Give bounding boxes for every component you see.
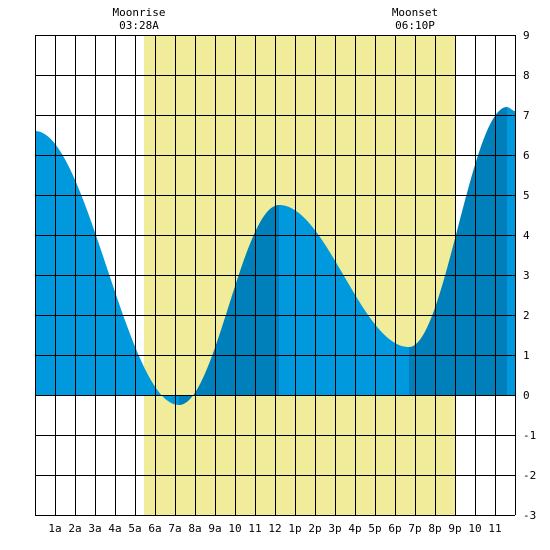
x-tick-label: 11 <box>248 522 261 535</box>
x-tick-label: 6p <box>388 522 401 535</box>
x-tick-label: 5p <box>368 522 381 535</box>
x-tick-label: 3p <box>328 522 341 535</box>
x-tick-label: 1p <box>288 522 301 535</box>
x-tick-label: 8p <box>428 522 441 535</box>
x-tick-label: 2a <box>68 522 81 535</box>
x-tick-label: 4p <box>348 522 361 535</box>
x-tick-label: 10 <box>228 522 241 535</box>
x-tick-label: 2p <box>308 522 321 535</box>
moonset-title: Moonset <box>392 6 438 19</box>
y-tick-label: 4 <box>523 229 530 242</box>
y-tick-label: -2 <box>523 469 536 482</box>
tide-segment-5 <box>507 107 515 395</box>
y-tick-label: 9 <box>523 29 530 42</box>
y-tick-label: -1 <box>523 429 536 442</box>
x-tick-label: 4a <box>108 522 121 535</box>
x-tick-label: 10 <box>468 522 481 535</box>
axis-label-layer: 1a 2a 3a 4a 5a 6a 7a 8a 9a 10 11 12 1p 2p 3p 4p 5p 6p 7p 8p… <box>48 29 536 535</box>
y-tick-label: 2 <box>523 309 530 322</box>
y-tick-label: 3 <box>523 269 530 282</box>
y-tick-label: 5 <box>523 189 530 202</box>
tide-area-layer <box>35 107 515 405</box>
grid-layer <box>35 35 516 516</box>
x-tick-label: 11 <box>488 522 501 535</box>
tide-segment-1 <box>35 131 179 405</box>
x-tick-label: 12 <box>268 522 281 535</box>
x-tick-label: 5a <box>128 522 141 535</box>
y-tick-label: -3 <box>523 509 536 522</box>
moonrise-time: 03:28A <box>119 19 159 32</box>
x-tick-label: 9p <box>448 522 461 535</box>
tide-segment-4 <box>409 107 507 395</box>
x-tick-label: 7a <box>168 522 181 535</box>
moonrise-title: Moonrise <box>113 6 166 19</box>
x-tick-label: 1a <box>48 522 61 535</box>
x-tick-label: 7p <box>408 522 421 535</box>
y-tick-label: 8 <box>523 69 530 82</box>
y-tick-label: 1 <box>523 349 530 362</box>
x-tick-label: 6a <box>148 522 161 535</box>
y-tick-label: 6 <box>523 149 530 162</box>
y-tick-label: 0 <box>523 389 530 402</box>
tide-segment-3 <box>279 205 409 395</box>
x-tick-label: 9a <box>208 522 221 535</box>
moonset-time: 06:10P <box>395 19 435 32</box>
x-tick-label: 8a <box>188 522 201 535</box>
y-tick-label: 7 <box>523 109 530 122</box>
x-tick-label: 3a <box>88 522 101 535</box>
